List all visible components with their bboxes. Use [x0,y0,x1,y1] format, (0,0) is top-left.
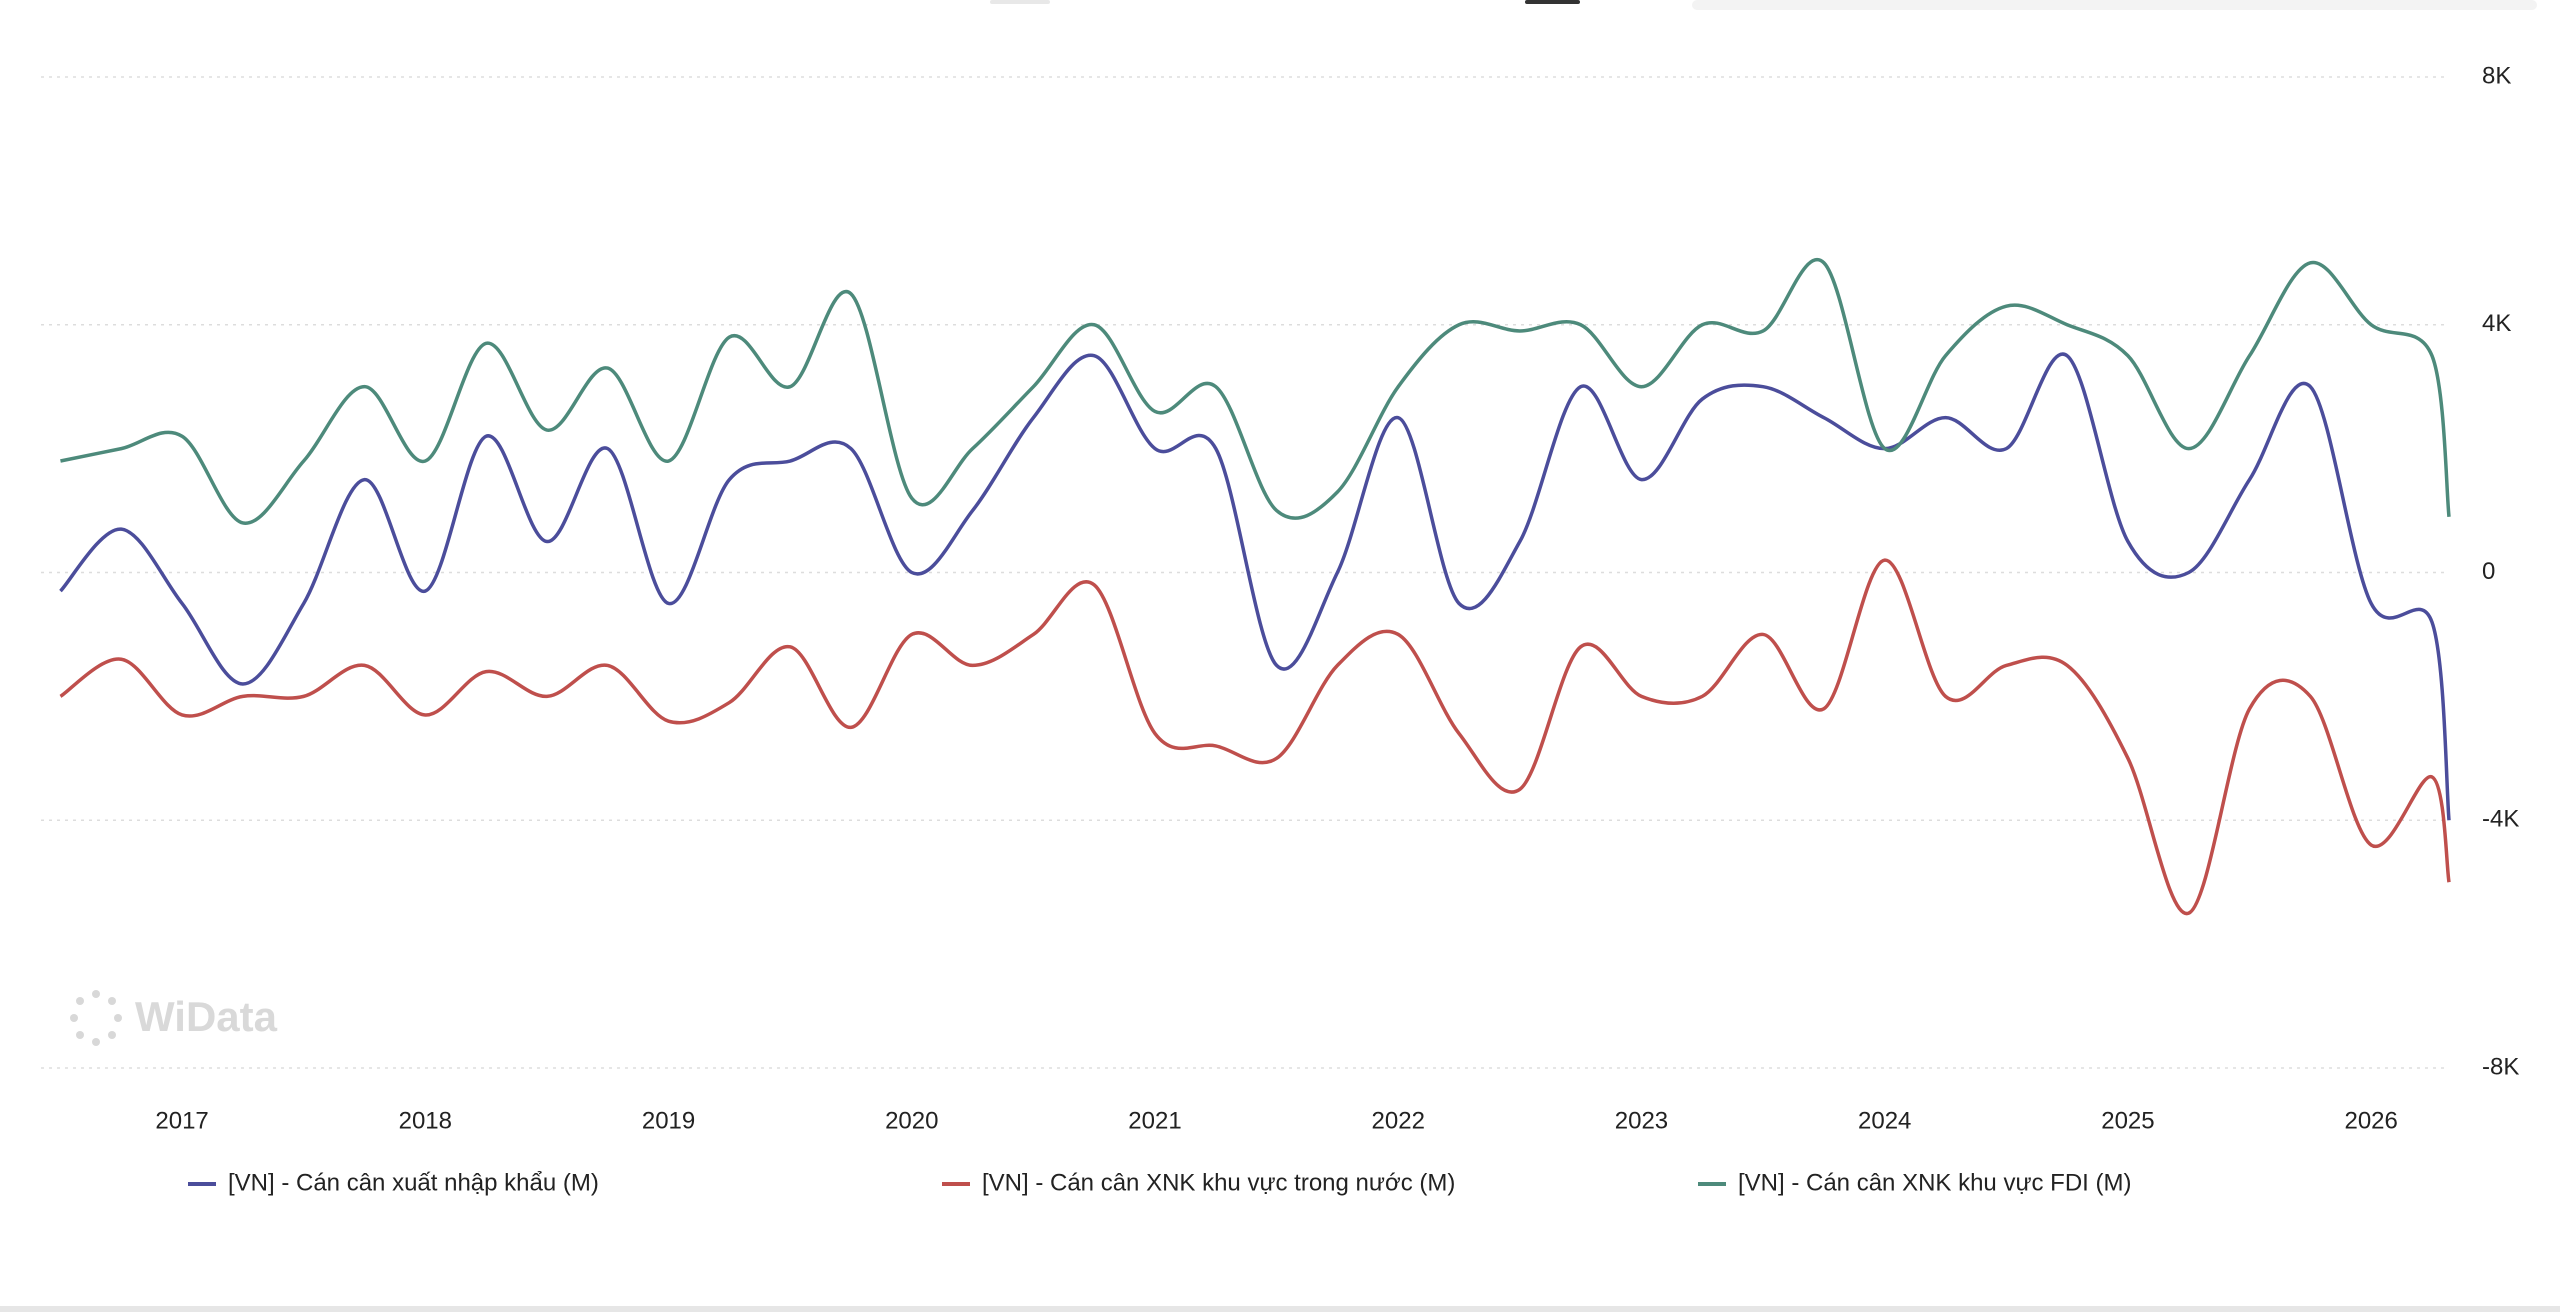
y-tick-label: 8K [2482,62,2511,89]
x-tick-label: 2021 [1128,1107,1181,1134]
watermark: WiData [135,993,278,1040]
legend-label: [VN] - Cán cân XNK khu vực FDI (M) [1738,1169,2131,1196]
watermark-icon [70,990,122,1046]
bottom-border [0,1306,2560,1312]
top-control [1525,0,1580,4]
y-tick-label: 4K [2482,310,2511,337]
top-control [1692,0,2537,10]
x-tick-label: 2026 [2344,1107,2397,1134]
x-tick-label: 2022 [1372,1107,1425,1134]
x-tick-label: 2024 [1858,1107,1911,1134]
y-tick-label: -4K [2482,806,2519,833]
x-tick-label: 2023 [1615,1107,1668,1134]
legend-label: [VN] - Cán cân XNK khu vực trong nước (M… [982,1169,1455,1196]
x-tick-label: 2025 [2101,1107,2154,1134]
series-line [59,558,2451,915]
top-control [990,0,1050,4]
legend-label: [VN] - Cán cân xuất nhập khẩu (M) [228,1169,599,1196]
y-tick-label: -8K [2482,1053,2519,1080]
x-tick-label: 2017 [155,1107,208,1134]
x-tick-label: 2018 [399,1107,452,1134]
series-line [59,352,2451,821]
y-tick-label: 0 [2482,558,2495,585]
x-tick-label: 2019 [642,1107,695,1134]
series-line [60,258,2451,525]
x-tick-label: 2020 [885,1107,938,1134]
